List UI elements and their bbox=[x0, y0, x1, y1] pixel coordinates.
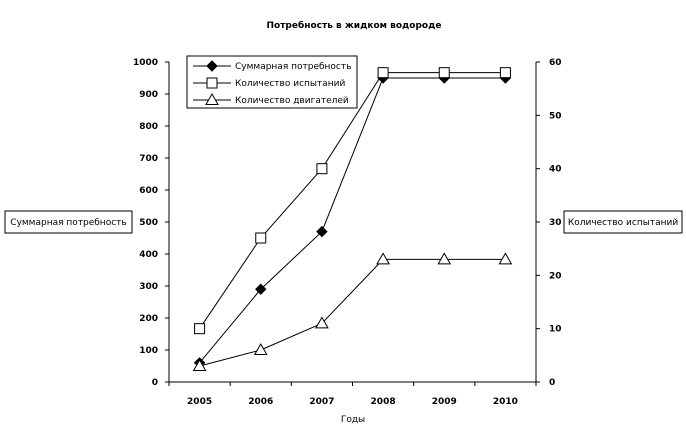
legend-marker-1 bbox=[206, 60, 218, 72]
series-2-point bbox=[499, 67, 511, 79]
left-tick-label: 900 bbox=[139, 90, 158, 100]
series-1-point bbox=[255, 283, 267, 295]
left-tick-label: 700 bbox=[139, 154, 158, 164]
x-tick-label: 2009 bbox=[432, 397, 457, 407]
x-tick-label: 2005 bbox=[187, 397, 212, 407]
left-tick-label: 1000 bbox=[133, 58, 158, 68]
left-tick-label: 500 bbox=[139, 218, 158, 228]
legend-label-3: Количество двигателей bbox=[235, 96, 349, 106]
right-axis-title-box: Количество испытаний bbox=[563, 210, 683, 234]
right-tick-label: 60 bbox=[549, 58, 562, 68]
left-axis-ticks: 0 100 200 300 400 500 600 700 800 900 1000 bbox=[133, 58, 169, 388]
series-1-point bbox=[316, 225, 328, 238]
series-line-3 bbox=[199, 258, 506, 367]
series-2-point bbox=[438, 67, 450, 79]
series-2-point bbox=[316, 163, 328, 175]
right-axis-ticks: 0 10 20 30 40 50 60 bbox=[536, 58, 562, 388]
left-tick-label: 100 bbox=[139, 346, 158, 356]
series-3-point bbox=[437, 252, 452, 265]
series-layer bbox=[192, 67, 513, 371]
series-2-point bbox=[255, 232, 267, 244]
left-tick-label: 300 bbox=[139, 282, 158, 292]
left-axis-title: Суммарная потребность bbox=[10, 218, 126, 228]
legend-label-1: Суммарная потребность bbox=[235, 62, 351, 72]
x-tick-label: 2010 bbox=[493, 397, 518, 407]
left-tick-label: 400 bbox=[139, 250, 158, 260]
series-line-1 bbox=[199, 77, 506, 364]
series-3-point bbox=[498, 252, 513, 265]
left-axis-title-box: Суммарная потребность bbox=[4, 210, 133, 234]
series-3-point bbox=[376, 252, 390, 265]
left-tick-label: 800 bbox=[139, 122, 158, 132]
series-3-point bbox=[253, 342, 268, 355]
legend: Суммарная потребность Количество испытани… bbox=[186, 55, 358, 109]
right-tick-label: 30 bbox=[549, 218, 562, 228]
legend-marker-2 bbox=[206, 77, 218, 89]
series-line-2 bbox=[199, 72, 506, 329]
series-3-point bbox=[192, 358, 207, 371]
x-tick-label: 2008 bbox=[371, 397, 396, 407]
x-axis-title: Годы bbox=[341, 415, 365, 425]
right-tick-label: 0 bbox=[549, 378, 555, 388]
right-tick-label: 50 bbox=[549, 111, 562, 121]
left-tick-label: 600 bbox=[139, 186, 158, 196]
series-2-point bbox=[377, 67, 389, 79]
right-axis-title: Количество испытаний bbox=[568, 218, 678, 228]
x-tick-label: 2007 bbox=[309, 397, 334, 407]
right-tick-label: 20 bbox=[549, 271, 562, 281]
left-tick-label: 200 bbox=[139, 314, 158, 324]
chart-title: Потребность в жидком водороде bbox=[266, 20, 441, 31]
legend-marker-3 bbox=[205, 92, 219, 105]
x-axis-ticks: 2005 2006 2007 2008 2009 2010 bbox=[168, 382, 537, 407]
right-tick-label: 40 bbox=[549, 165, 562, 175]
x-tick-label: 2006 bbox=[248, 397, 273, 407]
series-3-point bbox=[315, 316, 329, 329]
legend-label-2: Количество испытаний bbox=[235, 79, 345, 89]
right-tick-label: 10 bbox=[549, 325, 562, 335]
series-2-point bbox=[194, 323, 206, 335]
left-tick-label: 0 bbox=[152, 378, 158, 388]
